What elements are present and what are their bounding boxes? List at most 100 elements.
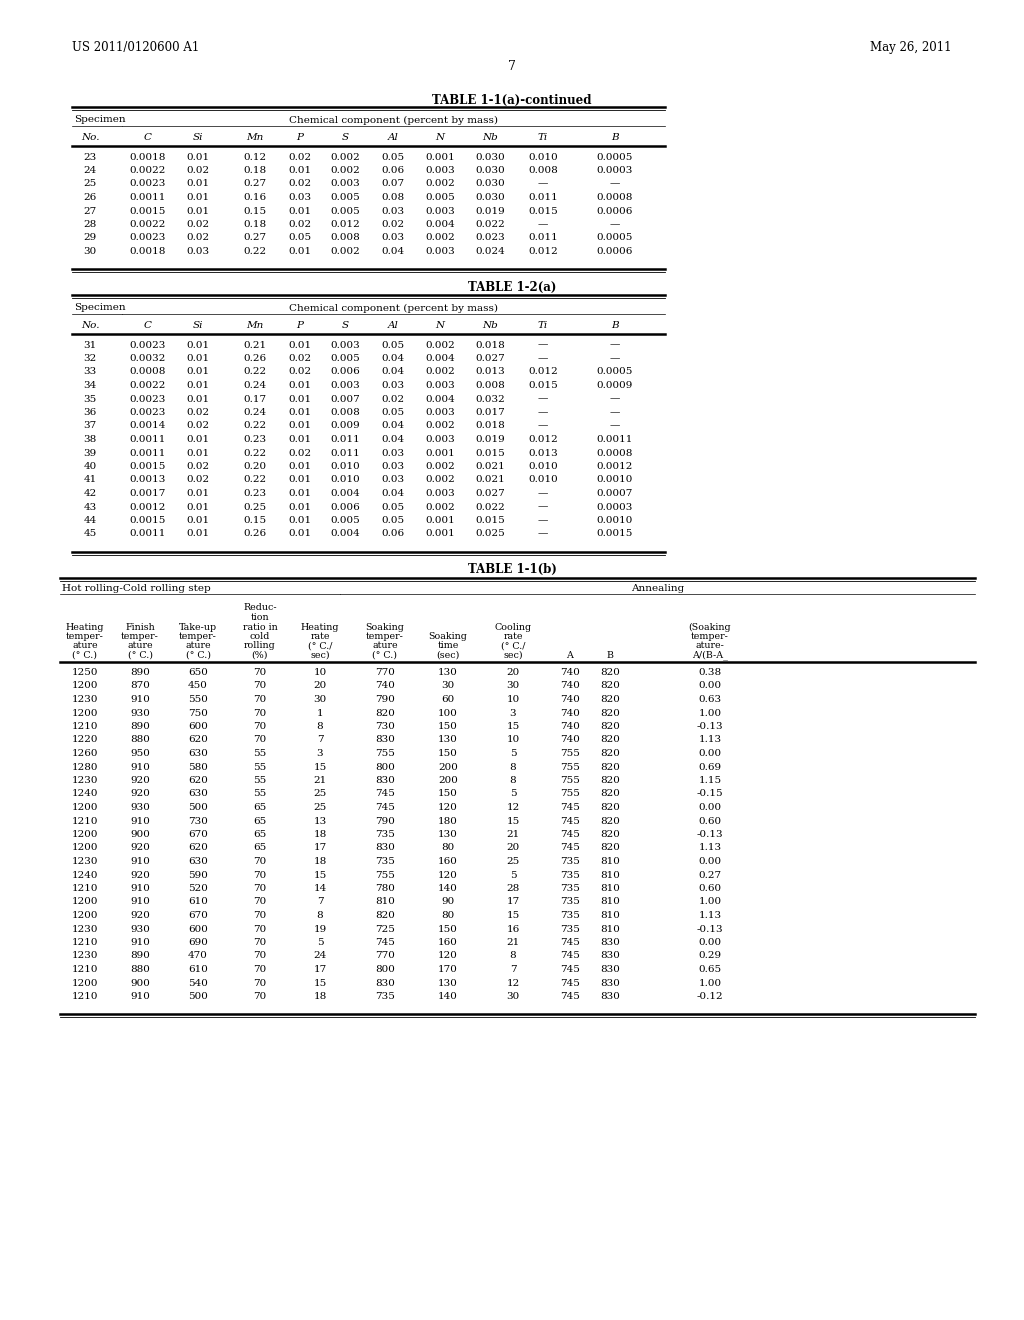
Text: 21: 21 [507,830,519,840]
Text: 0.021: 0.021 [475,462,505,471]
Text: 0.0022: 0.0022 [130,166,166,176]
Text: C: C [144,322,152,330]
Text: 0.030: 0.030 [475,180,505,189]
Text: 0.002: 0.002 [330,166,359,176]
Text: 130: 130 [438,668,458,677]
Text: 70: 70 [253,870,266,879]
Text: 0.01: 0.01 [289,488,311,498]
Text: 0.018: 0.018 [475,421,505,430]
Text: 33: 33 [83,367,96,376]
Text: 0.01: 0.01 [289,408,311,417]
Text: 1210: 1210 [72,939,98,946]
Text: Finish: Finish [125,623,155,631]
Text: 745: 745 [560,952,580,961]
Text: 0.025: 0.025 [475,529,505,539]
Text: sec): sec) [310,651,330,660]
Text: 0.002: 0.002 [425,234,455,243]
Text: 1250: 1250 [72,668,98,677]
Text: 0.02: 0.02 [186,166,210,176]
Text: 0.27: 0.27 [698,870,722,879]
Text: 1210: 1210 [72,884,98,894]
Text: 20: 20 [507,843,519,853]
Text: B: B [611,133,618,143]
Text: 0.00: 0.00 [698,681,722,690]
Text: 0.0023: 0.0023 [130,408,166,417]
Text: 0.25: 0.25 [244,503,266,511]
Text: 0.0008: 0.0008 [597,449,633,458]
Text: 0.006: 0.006 [330,503,359,511]
Text: 0.003: 0.003 [425,166,455,176]
Text: Mn: Mn [247,322,263,330]
Text: 1210: 1210 [72,965,98,974]
Text: temper-: temper- [691,632,729,642]
Text: 0.06: 0.06 [381,529,404,539]
Text: (° C./: (° C./ [501,642,525,651]
Text: 24: 24 [313,952,327,961]
Text: B: B [606,651,613,660]
Text: 630: 630 [188,857,208,866]
Text: 800: 800 [375,965,395,974]
Text: 580: 580 [188,763,208,771]
Text: 0.05: 0.05 [381,153,404,161]
Text: —: — [538,488,548,498]
Text: 0.0008: 0.0008 [597,193,633,202]
Text: 0.022: 0.022 [475,220,505,228]
Text: Ti: Ti [538,133,548,143]
Text: 0.0006: 0.0006 [597,247,633,256]
Text: 810: 810 [600,898,620,907]
Text: 890: 890 [130,722,150,731]
Text: 0.0011: 0.0011 [130,449,166,458]
Text: Heating: Heating [66,623,104,631]
Text: 820: 820 [375,911,395,920]
Text: Si: Si [193,322,203,330]
Text: 0.0013: 0.0013 [130,475,166,484]
Text: 1210: 1210 [72,993,98,1001]
Text: 15: 15 [507,722,519,731]
Text: 0.005: 0.005 [425,193,455,202]
Text: Cooling: Cooling [495,623,531,631]
Text: 43: 43 [83,503,96,511]
Text: 810: 810 [600,884,620,894]
Text: 820: 820 [600,696,620,704]
Text: Chemical component (percent by mass): Chemical component (percent by mass) [289,115,498,124]
Text: 830: 830 [375,978,395,987]
Text: 0.60: 0.60 [698,884,722,894]
Text: 70: 70 [253,668,266,677]
Text: 16: 16 [507,924,519,933]
Text: 0.0014: 0.0014 [130,421,166,430]
Text: 90: 90 [441,898,455,907]
Text: No.: No. [81,322,99,330]
Text: 910: 910 [130,993,150,1001]
Text: Soaking: Soaking [366,623,404,631]
Text: Annealing: Annealing [631,583,684,593]
Text: 820: 820 [600,830,620,840]
Text: 20: 20 [507,668,519,677]
Text: 0.0023: 0.0023 [130,341,166,350]
Text: 10: 10 [507,696,519,704]
Text: 0.05: 0.05 [381,408,404,417]
Text: 0.013: 0.013 [528,449,558,458]
Text: 750: 750 [188,709,208,718]
Text: 0.012: 0.012 [528,436,558,444]
Text: 1230: 1230 [72,924,98,933]
Text: 170: 170 [438,965,458,974]
Text: 820: 820 [600,817,620,825]
Text: 745: 745 [375,939,395,946]
Text: 1210: 1210 [72,722,98,731]
Text: 910: 910 [130,884,150,894]
Text: 26: 26 [83,193,96,202]
Text: 550: 550 [188,696,208,704]
Text: 0.0003: 0.0003 [597,503,633,511]
Text: 70: 70 [253,952,266,961]
Text: 0.02: 0.02 [289,354,311,363]
Text: 0.0010: 0.0010 [597,516,633,525]
Text: 0.69: 0.69 [698,763,722,771]
Text: 740: 740 [560,668,580,677]
Text: 930: 930 [130,709,150,718]
Text: 0.05: 0.05 [381,341,404,350]
Text: 0.12: 0.12 [244,153,266,161]
Text: 0.019: 0.019 [475,436,505,444]
Text: 450: 450 [188,681,208,690]
Text: 130: 130 [438,978,458,987]
Text: 1200: 1200 [72,978,98,987]
